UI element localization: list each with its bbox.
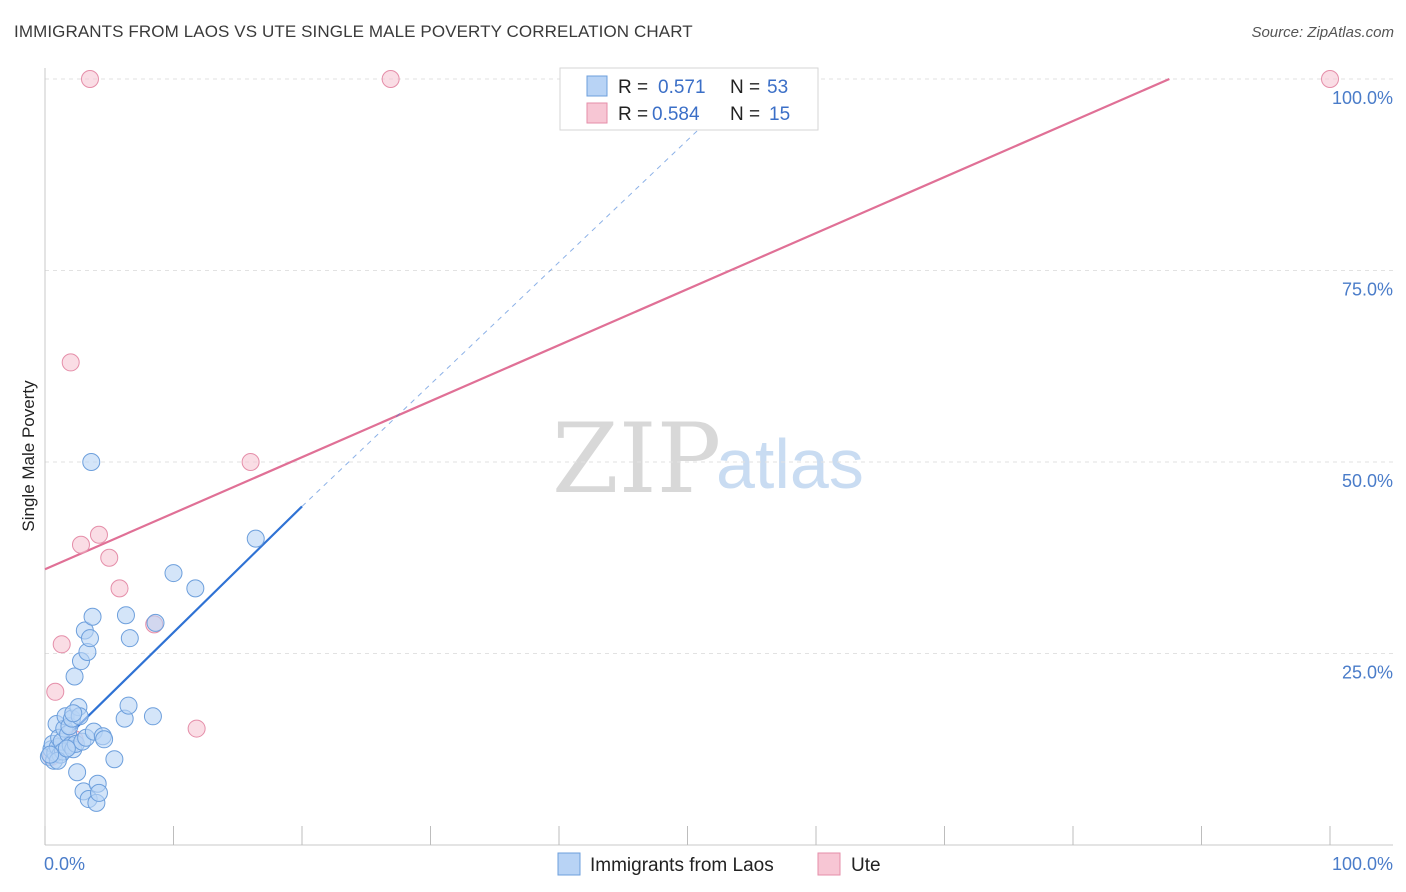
bottom-legend-swatch-laos — [557, 852, 581, 876]
point-ute-1 — [46, 682, 65, 701]
point-laos-38 — [95, 730, 114, 749]
point-ute-7 — [89, 525, 108, 544]
x-tick-label-max: 100.0% — [1332, 854, 1393, 874]
legend-swatch-ute — [586, 102, 608, 124]
axes: 25.0% 50.0% 75.0% 100.0% — [44, 68, 1393, 846]
point-ute-2 — [52, 635, 71, 654]
bottom-legend-label-laos: Immigrants from Laos — [590, 855, 774, 876]
bottom-legend: Immigrants from Laos Ute — [557, 852, 881, 876]
point-laos-18 — [65, 667, 84, 686]
point-laos-20 — [68, 763, 87, 782]
point-ute-6 — [80, 70, 99, 88]
legend-n-value-laos: 53 — [767, 77, 788, 98]
point-laos-39 — [105, 750, 124, 769]
legend-n-label-ute: N = — [730, 104, 760, 125]
y-tick-label-100: 100.0% — [1332, 88, 1393, 108]
y-tick-label-75: 75.0% — [1342, 280, 1393, 300]
point-ute-11 — [187, 719, 206, 738]
watermark-atlas: atlas — [716, 425, 864, 503]
point-laos-50 — [41, 745, 60, 764]
point-laos-45 — [146, 613, 165, 632]
point-laos-41 — [116, 606, 135, 625]
chart-title: IMMIGRANTS FROM LAOS VS UTE SINGLE MALE … — [14, 22, 693, 41]
legend-r-label-ute: R = — [618, 104, 648, 125]
legend-n-value-ute: 15 — [769, 104, 790, 125]
source-label: Source: ZipAtlas.com — [1251, 24, 1394, 41]
point-ute-13 — [381, 70, 400, 88]
legend-r-value-laos: 0.571 — [658, 77, 706, 98]
point-laos-43 — [120, 629, 139, 648]
point-laos-51 — [57, 739, 76, 758]
point-ute-3 — [61, 353, 80, 372]
watermark-zip: ZIP — [552, 403, 721, 515]
data-points — [39, 70, 1339, 812]
point-ute-9 — [110, 579, 129, 598]
trend-line-ute — [44, 77, 1170, 571]
point-laos-47 — [186, 579, 205, 598]
legend-n-label-laos: N = — [730, 77, 760, 98]
legend-r-value-ute: 0.584 — [652, 104, 700, 125]
point-ute-14 — [1321, 70, 1339, 88]
point-ute-12 — [241, 453, 260, 471]
x-tick-label-min: 0.0% — [44, 854, 85, 874]
legend-r-label-laos: R = — [618, 77, 648, 98]
point-laos-46 — [164, 564, 183, 583]
point-laos-31 — [82, 453, 101, 471]
point-ute-8 — [100, 548, 119, 567]
y-tick-label-25: 25.0% — [1342, 663, 1393, 683]
point-laos-36 — [89, 783, 108, 802]
point-laos-52 — [64, 704, 83, 723]
legend-box: R = 0.571 N = 53 R = 0.584 N = 15 — [559, 67, 819, 131]
y-tick-label-50: 50.0% — [1342, 471, 1393, 491]
legend-swatch-laos — [586, 75, 608, 97]
point-laos-42 — [119, 696, 138, 715]
bottom-legend-label-ute: Ute — [851, 855, 881, 876]
trend-line-laos-extension — [301, 78, 753, 507]
point-laos-44 — [143, 707, 162, 726]
point-laos-30 — [80, 629, 99, 648]
point-laos-32 — [83, 607, 102, 626]
grid — [45, 78, 1393, 654]
point-laos-48 — [246, 529, 265, 548]
y-axis-title: Single Male Poverty — [19, 380, 38, 532]
point-ute-5 — [71, 535, 90, 554]
bottom-legend-swatch-ute — [817, 852, 841, 876]
